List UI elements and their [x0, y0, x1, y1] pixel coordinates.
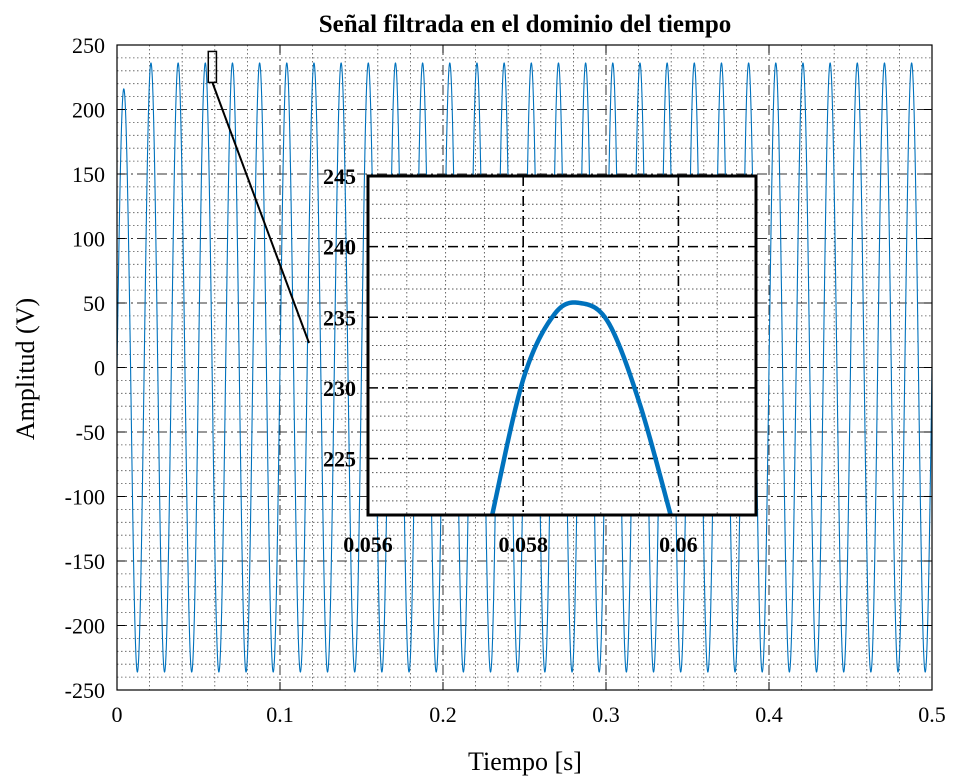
- x-tick-label: 0.5: [918, 702, 946, 727]
- chart-title: Señal filtrada en el dominio del tiempo: [319, 11, 732, 38]
- inset-y-tick-label: 235: [323, 305, 356, 330]
- x-axis-label: Tiempo [s]: [468, 747, 582, 776]
- zoom-connector-line: [211, 82, 310, 344]
- y-tick-label: -150: [65, 549, 105, 574]
- x-tick-label: 0.2: [429, 702, 457, 727]
- inset-x-tick-label: 0.056: [343, 532, 393, 557]
- y-tick-label: 150: [72, 162, 105, 187]
- y-tick-label: 250: [72, 33, 105, 58]
- y-tick-label: -100: [65, 485, 105, 510]
- zoom-region-box: [207, 50, 218, 84]
- zoom-marker: [207, 50, 310, 344]
- y-tick-label: 0: [94, 356, 105, 381]
- y-tick-label: -200: [65, 614, 105, 639]
- y-tick-label: -50: [76, 420, 105, 445]
- y-tick-label: 100: [72, 227, 105, 252]
- inset-y-tick-label: 245: [323, 164, 356, 189]
- y-tick-label: -250: [65, 678, 105, 703]
- inset-x-tick-label: 0.06: [659, 532, 698, 557]
- main-axes: 0 0.1 0.2 0.3 0.4 0.5 250 200 150 100 50 0 -50 -100 -1…: [65, 33, 946, 727]
- y-tick-label: 200: [72, 98, 105, 123]
- x-tick-label: 0.3: [592, 702, 620, 727]
- inset-y-tick-label: 240: [323, 235, 356, 260]
- y-tick-label: 50: [83, 291, 105, 316]
- inset-frame: [366, 174, 758, 517]
- x-tick-label: 0.4: [755, 702, 783, 727]
- inset-y-tick-label: 230: [323, 376, 356, 401]
- x-tick-label: 0.1: [266, 702, 294, 727]
- inset-x-tick-label: 0.058: [498, 532, 548, 557]
- inset-signal-line: [489, 300, 673, 516]
- inset-y-tick-label: 225: [323, 447, 356, 472]
- x-tick-label: 0: [112, 702, 123, 727]
- y-axis-label: Amplitud (V): [11, 298, 40, 440]
- zoom-inset: 0.056 0.058 0.06 245 240 235 230 225: [323, 164, 758, 557]
